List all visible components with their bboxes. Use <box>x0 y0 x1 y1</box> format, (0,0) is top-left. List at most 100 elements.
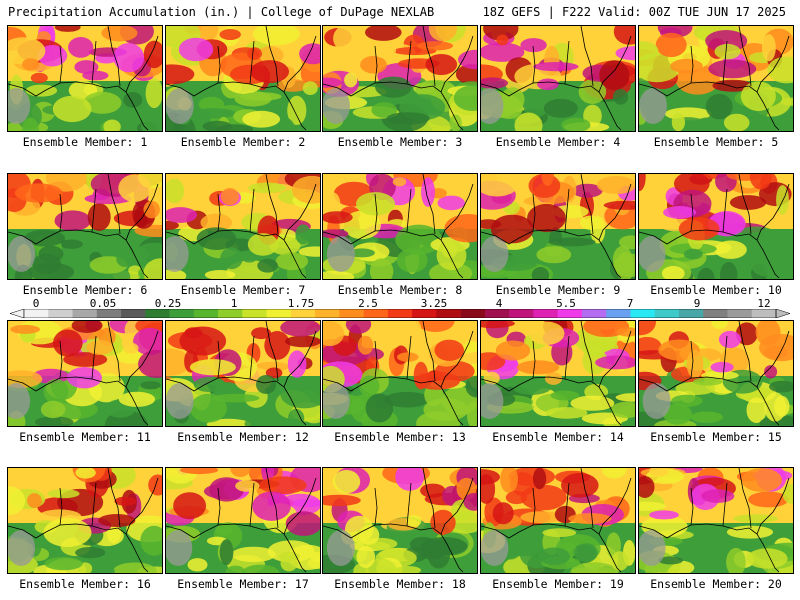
colorbar-swatch <box>290 309 316 318</box>
ensemble-member-map[interactable] <box>480 25 636 132</box>
precipitation-map <box>8 174 162 279</box>
ensemble-member-caption: Ensemble Member: 13 <box>334 430 466 444</box>
colorbar-swatch <box>315 309 340 318</box>
colorbar-swatch <box>72 309 98 318</box>
colorbar-swatch <box>363 309 389 318</box>
precipitation-map <box>639 174 793 279</box>
precipitation-map <box>166 468 320 573</box>
colorbar-swatch <box>242 309 267 318</box>
colorbar-swatch <box>145 309 170 318</box>
precipitation-map <box>481 174 635 279</box>
ensemble-member-map[interactable] <box>165 320 321 427</box>
colorbar-swatch <box>581 309 607 318</box>
ensemble-member-caption: Ensemble Member: 6 <box>22 283 148 297</box>
ensemble-member-map[interactable] <box>165 467 321 574</box>
precipitation-map <box>8 468 162 573</box>
precipitation-map <box>323 26 477 131</box>
colorbar-tick-label: 4 <box>495 297 503 310</box>
colorbar-swatch <box>387 309 413 318</box>
ensemble-member-map[interactable] <box>480 467 636 574</box>
ensemble-member-caption: Ensemble Member: 18 <box>334 577 466 591</box>
ensemble-member-map[interactable] <box>7 173 163 280</box>
colorbar-swatch <box>412 309 437 318</box>
ensemble-member-caption: Ensemble Member: 1 <box>22 135 148 149</box>
ensemble-member-map[interactable] <box>7 25 163 132</box>
ensemble-member-map[interactable] <box>322 25 478 132</box>
ensemble-member-caption: Ensemble Member: 20 <box>650 577 782 591</box>
colorbar-swatch <box>727 309 753 318</box>
ensemble-member-caption: Ensemble Member: 9 <box>495 283 621 297</box>
ensemble-member-map[interactable] <box>165 25 321 132</box>
colorbar-swatch <box>654 309 680 318</box>
precipitation-map <box>639 321 793 426</box>
ensemble-member-map[interactable] <box>638 320 794 427</box>
colorbar-swatch <box>96 309 122 318</box>
colorbar-tick-label: 12 <box>757 297 771 310</box>
precipitation-map <box>166 174 320 279</box>
colorbar-tick-label: 7 <box>626 297 634 310</box>
precipitation-map <box>481 468 635 573</box>
precipitation-map <box>639 468 793 573</box>
ensemble-member-caption: Ensemble Member: 15 <box>650 430 782 444</box>
colorbar-tick-label: 0 <box>32 297 40 310</box>
colorbar-swatch <box>121 309 146 318</box>
colorbar-swatch <box>24 309 49 318</box>
ensemble-member-caption: Ensemble Member: 12 <box>177 430 309 444</box>
ensemble-member-caption: Ensemble Member: 2 <box>180 135 306 149</box>
ensemble-member-caption: Ensemble Member: 8 <box>337 283 463 297</box>
ensemble-member-caption: Ensemble Member: 7 <box>180 283 306 297</box>
ensemble-member-map[interactable] <box>7 320 163 427</box>
ensemble-member-map[interactable] <box>480 173 636 280</box>
colorbar-swatch <box>436 309 461 318</box>
colorbar-swatch <box>218 309 243 318</box>
colorbar-swatch <box>557 309 583 318</box>
precipitation-map <box>323 321 477 426</box>
ensemble-member-map[interactable] <box>638 467 794 574</box>
colorbar-tick-label: 0.25 <box>154 297 182 310</box>
colorbar-swatch <box>703 309 728 318</box>
precipitation-map <box>166 321 320 426</box>
precipitation-map <box>481 321 635 426</box>
ensemble-member-map[interactable] <box>322 173 478 280</box>
colorbar-swatch <box>193 309 219 318</box>
colorbar-swatch <box>678 309 704 318</box>
ensemble-member-map[interactable] <box>322 467 478 574</box>
ensemble-member-map[interactable] <box>638 25 794 132</box>
colorbar-swatch <box>606 309 631 318</box>
precipitation-map <box>323 468 477 573</box>
precipitation-map <box>166 26 320 131</box>
colorbar-swatch <box>509 309 534 318</box>
precipitation-map <box>639 26 793 131</box>
colorbar-swatch <box>460 309 486 318</box>
colorbar-swatch <box>266 309 292 318</box>
ensemble-member-caption: Ensemble Member: 4 <box>495 135 621 149</box>
ensemble-member-caption: Ensemble Member: 17 <box>177 577 309 591</box>
page-title: Precipitation Accumulation (in.) | Colle… <box>8 5 435 19</box>
colorbar-swatch <box>339 309 364 318</box>
ensemble-member-map[interactable] <box>480 320 636 427</box>
colorbar-tick-label: 9 <box>693 297 701 310</box>
precipitation-map <box>8 321 162 426</box>
ensemble-member-caption: Ensemble Member: 14 <box>492 430 624 444</box>
precipitation-colorbar <box>10 309 790 318</box>
ensemble-member-caption: Ensemble Member: 19 <box>492 577 624 591</box>
colorbar-swatch <box>48 309 73 318</box>
colorbar-tick-label: 2.5 <box>358 297 378 310</box>
colorbar-tick-label: 1.75 <box>287 297 315 310</box>
colorbar-swatch <box>169 309 195 318</box>
precipitation-map <box>8 26 162 131</box>
colorbar-swatch <box>751 309 777 318</box>
colorbar-tick-label: 1 <box>230 297 238 310</box>
colorbar-swatch <box>630 309 656 318</box>
precipitation-map <box>323 174 477 279</box>
ensemble-member-map[interactable] <box>638 173 794 280</box>
ensemble-member-map[interactable] <box>7 467 163 574</box>
colorbar-swatch <box>533 309 558 318</box>
ensemble-member-map[interactable] <box>165 173 321 280</box>
ensemble-member-map[interactable] <box>322 320 478 427</box>
ensemble-member-caption: Ensemble Member: 3 <box>337 135 463 149</box>
ensemble-member-caption: Ensemble Member: 16 <box>19 577 151 591</box>
colorbar-right-arrow <box>775 309 790 318</box>
colorbar-tick-label: 0.05 <box>89 297 117 310</box>
colorbar-left-arrow <box>10 309 25 318</box>
